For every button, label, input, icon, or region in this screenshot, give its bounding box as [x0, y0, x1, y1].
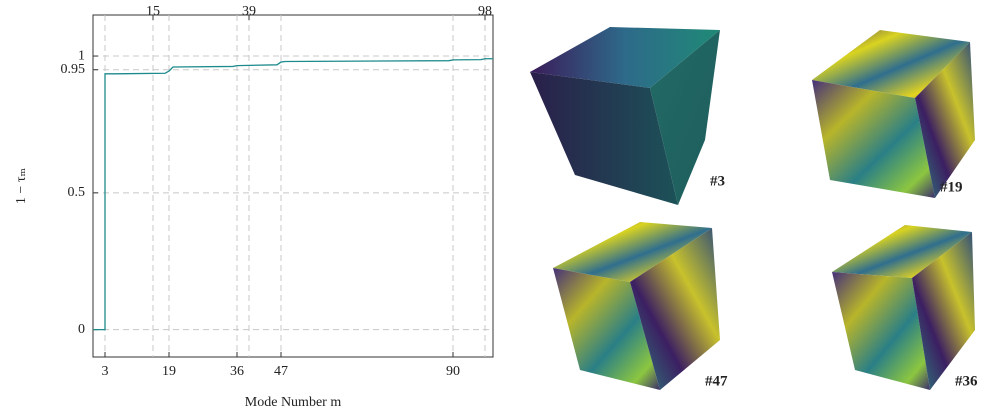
- y-tick-label: 0.95: [61, 62, 86, 77]
- rendering-label: #19: [940, 179, 963, 195]
- x-tick-label: 19: [162, 364, 176, 379]
- renderings: #3 #19 #47 #36: [530, 27, 978, 390]
- rendering-label: #36: [955, 373, 978, 389]
- x-tick-label: 36: [230, 364, 244, 379]
- page: {"chart_data": {"type": "line", "xlabel"…: [0, 0, 1005, 420]
- y-axis-label: 1 − τₘ: [14, 168, 29, 205]
- y-tick-label: 0: [78, 322, 85, 337]
- x-axis-label: Mode Number m: [245, 395, 342, 410]
- x2-tick-label: 39: [242, 4, 256, 19]
- rendering-label: #3: [710, 173, 725, 189]
- x2-tick-label: 15: [146, 4, 160, 19]
- y-tick-label: 0.5: [68, 185, 86, 200]
- x2-tick-label: 98: [478, 4, 492, 19]
- figure: Mode Number m 1 − τₘ 0 0.5 0.951 3 19 36 47 90 1…: [0, 0, 1005, 415]
- y-tick-label: 1: [78, 48, 85, 63]
- x-tick-label: 47: [274, 364, 288, 379]
- rendering-label: #47: [705, 373, 728, 389]
- x-tick-label: 3: [102, 364, 109, 379]
- x-tick-label: 90: [446, 364, 460, 379]
